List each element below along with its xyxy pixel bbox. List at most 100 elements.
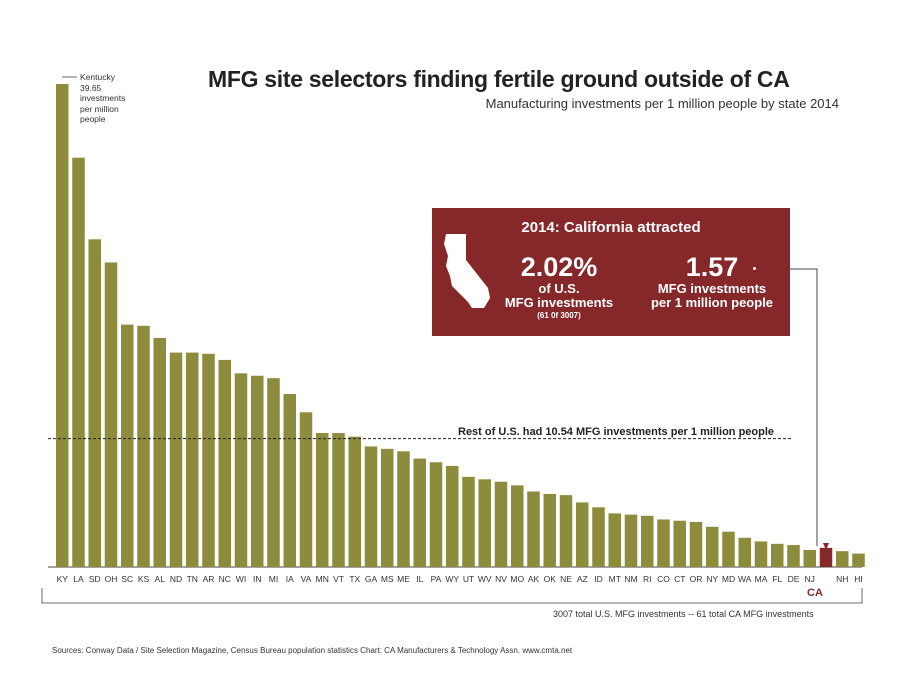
tick-label: VT [333,574,344,584]
share-note: (61 0f 3007) [537,311,581,320]
tick-label: MO [510,574,524,584]
chart-subtitle: Manufacturing investments per 1 million … [485,96,839,111]
bar-sd [88,239,101,568]
tick-label: IN [253,574,262,584]
bar-wv [478,479,491,567]
chart-title: MFG site selectors finding fertile groun… [208,66,790,92]
tick-label: RI [643,574,652,584]
california-callout-box: 2014: California attracted 2.02% of U.S.… [432,208,790,336]
tick-label: NE [560,574,572,584]
bar-tx [348,436,361,567]
bar-me [397,451,410,567]
annotation-line: people [80,114,106,124]
bar-ok [543,493,556,567]
tick-label: KY [57,574,69,584]
callout-connector [790,268,818,546]
tick-label: ME [397,574,410,584]
tick-label: NH [836,574,848,584]
tick-label: CT [674,574,685,584]
bar-mi [267,378,280,567]
bar-or [689,521,703,567]
bar-az [576,502,589,567]
tick-label: NJ [805,574,815,584]
tick-label: OR [690,574,703,584]
totals-note: 3007 total U.S. MFG investments -- 61 to… [553,609,814,619]
bar-in [251,375,264,567]
tick-label: AR [203,574,215,584]
tick-label: HI [854,574,863,584]
bar-sc [121,324,134,567]
tick-label: OK [544,574,557,584]
bar-ky [56,84,69,567]
tick-label: NM [624,574,637,584]
tick-label: MS [381,574,394,584]
share-label: of U.S. [538,281,580,296]
bar-nd [169,352,183,567]
bar-va [299,412,313,567]
bar-ak [527,491,540,567]
bar-nh [836,551,849,567]
tick-label: VA [301,574,312,584]
tick-label: CO [657,574,670,584]
bar-fl [771,543,784,567]
tick-label: MI [269,574,278,584]
bar-al [153,337,166,567]
tick-label: OH [105,574,118,584]
tick-label: AL [155,574,166,584]
tick-label: KS [138,574,150,584]
tick-label: PA [431,574,442,584]
rate-stat: 1.57 MFG investments per 1 million peopl… [632,252,792,310]
reference-line-label: Rest of U.S. had 10.54 MFG investments p… [458,426,775,438]
bar-ne [559,495,573,567]
rate-label: MFG investments [657,281,767,296]
tick-label: MD [722,574,735,584]
bar-wy [446,465,459,567]
bar-nc [218,359,231,567]
bar-pa [429,462,443,567]
bar-la [72,157,85,567]
bar-ca [819,547,833,567]
tick-label: WI [236,574,246,584]
bullet-dot [753,267,756,270]
bar-ar [202,353,215,567]
bar-nj [803,549,816,567]
bar-co [657,519,670,567]
bar-vt [332,433,345,567]
tick-label: ND [170,574,182,584]
tick-label: WV [478,574,492,584]
bar-il [413,458,426,567]
bar-md [722,531,735,567]
tick-label: SC [121,574,133,584]
bar-wi [234,373,248,567]
tick-label: ID [594,574,603,584]
tick-label: GA [365,574,378,584]
bar-mo [511,485,524,567]
bar-ia [283,394,296,567]
callout-heading: 2014: California attracted [521,219,701,236]
bar-ct [673,520,686,567]
bar-ut [462,476,475,567]
share-stat: 2.02% of U.S. MFG investments (61 0f 300… [484,252,634,321]
callout-arrow [823,543,829,550]
tick-label: FL [772,574,782,584]
tick-label: MT [609,574,621,584]
tick-label: NC [219,574,231,584]
bar-mt [608,513,621,567]
bar-nm [624,514,638,567]
labels-bracket [41,588,863,604]
california-map-icon [444,234,490,308]
annotation-line: 39.65 [80,82,102,93]
tick-label: IA [286,574,294,584]
share-label: MFG investments [504,295,614,310]
tick-label: NV [495,574,507,584]
bar-ms [381,448,394,567]
ca-label: CA [807,587,823,599]
bar-ma [754,541,768,567]
bar-mn [316,433,329,567]
tick-label: SD [89,574,101,584]
bar-de [787,545,800,567]
tick-label: TN [187,574,198,584]
tick-label: AZ [577,574,588,584]
bar-wa [738,537,751,567]
tick-label: LA [73,574,84,584]
